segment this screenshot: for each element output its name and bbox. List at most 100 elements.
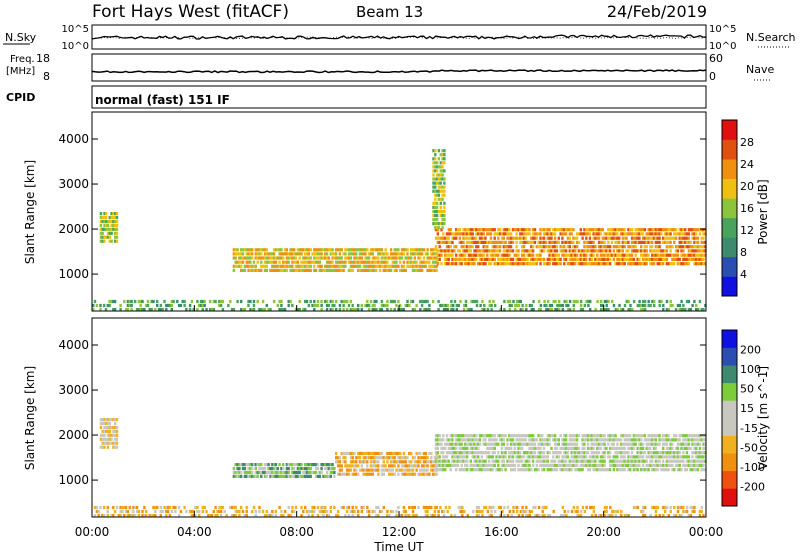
heatmap-cell bbox=[342, 303, 345, 308]
heatmap-cell bbox=[247, 303, 250, 308]
heatmap-cell bbox=[367, 514, 371, 518]
heatmap-cell bbox=[377, 468, 380, 472]
heatmap-cell bbox=[542, 451, 546, 455]
heatmap-cell bbox=[625, 257, 628, 261]
heatmap-cell bbox=[570, 468, 573, 472]
heatmap-cell bbox=[404, 268, 407, 272]
heatmap-cell bbox=[598, 514, 601, 518]
heatmap-cell bbox=[347, 451, 351, 456]
heatmap-cell bbox=[680, 308, 683, 312]
heatmap-cell bbox=[408, 303, 411, 308]
heatmap-cell bbox=[649, 514, 652, 518]
heatmap-cell bbox=[673, 253, 676, 257]
heatmap-cell bbox=[101, 227, 104, 231]
heatmap-cell bbox=[289, 299, 292, 304]
heatmap-cell bbox=[232, 514, 236, 518]
heatmap-cell bbox=[601, 438, 604, 442]
heatmap-cell bbox=[654, 455, 658, 459]
heatmap-cell bbox=[218, 303, 221, 308]
heatmap-cell bbox=[508, 463, 511, 467]
heatmap-cell bbox=[453, 299, 457, 304]
heatmap-cell bbox=[519, 468, 522, 472]
heatmap-cell bbox=[667, 240, 670, 244]
heatmap-cell bbox=[298, 467, 301, 471]
heatmap-cell bbox=[502, 438, 505, 442]
heatmap-cell bbox=[388, 451, 391, 456]
heatmap-cell bbox=[559, 257, 562, 261]
heatmap-cell bbox=[638, 249, 641, 253]
cpid-text: normal (fast) 151 IF bbox=[95, 93, 230, 107]
heatmap-cell bbox=[616, 240, 619, 244]
heatmap-cell bbox=[406, 256, 409, 260]
heatmap-cell bbox=[434, 228, 438, 232]
colorbar-tick-label: 8 bbox=[740, 246, 747, 259]
heatmap-cell bbox=[434, 177, 437, 181]
heatmap-cell bbox=[101, 235, 104, 239]
heatmap-cell bbox=[517, 463, 520, 467]
heatmap-cell bbox=[563, 262, 566, 266]
heatmap-cell bbox=[114, 421, 117, 426]
heatmap-cell bbox=[347, 468, 351, 472]
heatmap-cell bbox=[553, 468, 557, 472]
heatmap-cell bbox=[506, 236, 509, 240]
heatmap-cell bbox=[671, 455, 674, 459]
heatmap-cell bbox=[274, 509, 278, 514]
heatmap-cell bbox=[519, 459, 522, 463]
heatmap-cell bbox=[618, 451, 621, 455]
heatmap-cell bbox=[455, 236, 458, 240]
heatmap-cell bbox=[475, 434, 478, 438]
heatmap-cell bbox=[272, 248, 276, 252]
heatmap-cell bbox=[522, 438, 526, 442]
heatmap-cell bbox=[439, 161, 442, 165]
heatmap-cell bbox=[568, 228, 571, 232]
heatmap-cell bbox=[479, 303, 482, 308]
heatmap-cell bbox=[357, 303, 360, 308]
heatmap-cell bbox=[651, 459, 654, 463]
heatmap-cell bbox=[544, 459, 548, 463]
heatmap-cell bbox=[105, 425, 108, 430]
heatmap-cell bbox=[399, 303, 402, 308]
heatmap-cell bbox=[115, 505, 119, 510]
heatmap-cell bbox=[612, 249, 615, 253]
heatmap-cell bbox=[413, 464, 416, 468]
heatmap-cell bbox=[550, 468, 553, 472]
heatmap-cell bbox=[210, 514, 214, 518]
heatmap-cell bbox=[451, 257, 454, 261]
heatmap-cell bbox=[325, 308, 329, 312]
heatmap-cell bbox=[509, 468, 513, 472]
heatmap-cell bbox=[436, 249, 439, 253]
heatmap-cell bbox=[331, 470, 334, 475]
heatmap-cell bbox=[467, 253, 471, 257]
heatmap-cell bbox=[366, 268, 369, 272]
heatmap-cell bbox=[541, 451, 544, 455]
heatmap-cell bbox=[583, 463, 586, 467]
heatmap-cell bbox=[355, 505, 358, 510]
heatmap-cell bbox=[654, 459, 658, 463]
heatmap-cell bbox=[488, 262, 491, 266]
heatmap-cell bbox=[219, 303, 223, 308]
heatmap-cell bbox=[684, 232, 687, 236]
heatmap-cell bbox=[375, 264, 378, 268]
heatmap-cell bbox=[114, 212, 117, 216]
heatmap-cell bbox=[384, 260, 387, 264]
heatmap-cell bbox=[336, 509, 340, 514]
heatmap-cell bbox=[524, 451, 527, 455]
heatmap-cell bbox=[103, 418, 106, 422]
heatmap-cell bbox=[553, 451, 557, 455]
heatmap-cell bbox=[599, 245, 603, 249]
heatmap-cell bbox=[283, 260, 287, 264]
heatmap-cell bbox=[135, 308, 139, 312]
heatmap-cell bbox=[249, 308, 252, 312]
heatmap-cell bbox=[572, 308, 575, 312]
heatmap-cell bbox=[395, 252, 398, 256]
heatmap-cell bbox=[588, 257, 592, 261]
heatmap-cell bbox=[287, 303, 290, 308]
heatmap-cell bbox=[291, 260, 294, 264]
heatmap-cell bbox=[704, 438, 707, 442]
heatmap-cell bbox=[669, 463, 672, 467]
heatmap-cell bbox=[309, 474, 312, 478]
heatmap-cell bbox=[477, 245, 480, 249]
heatmap-cell bbox=[638, 262, 641, 266]
heatmap-cell bbox=[509, 438, 513, 442]
heatmap-cell bbox=[351, 505, 354, 510]
